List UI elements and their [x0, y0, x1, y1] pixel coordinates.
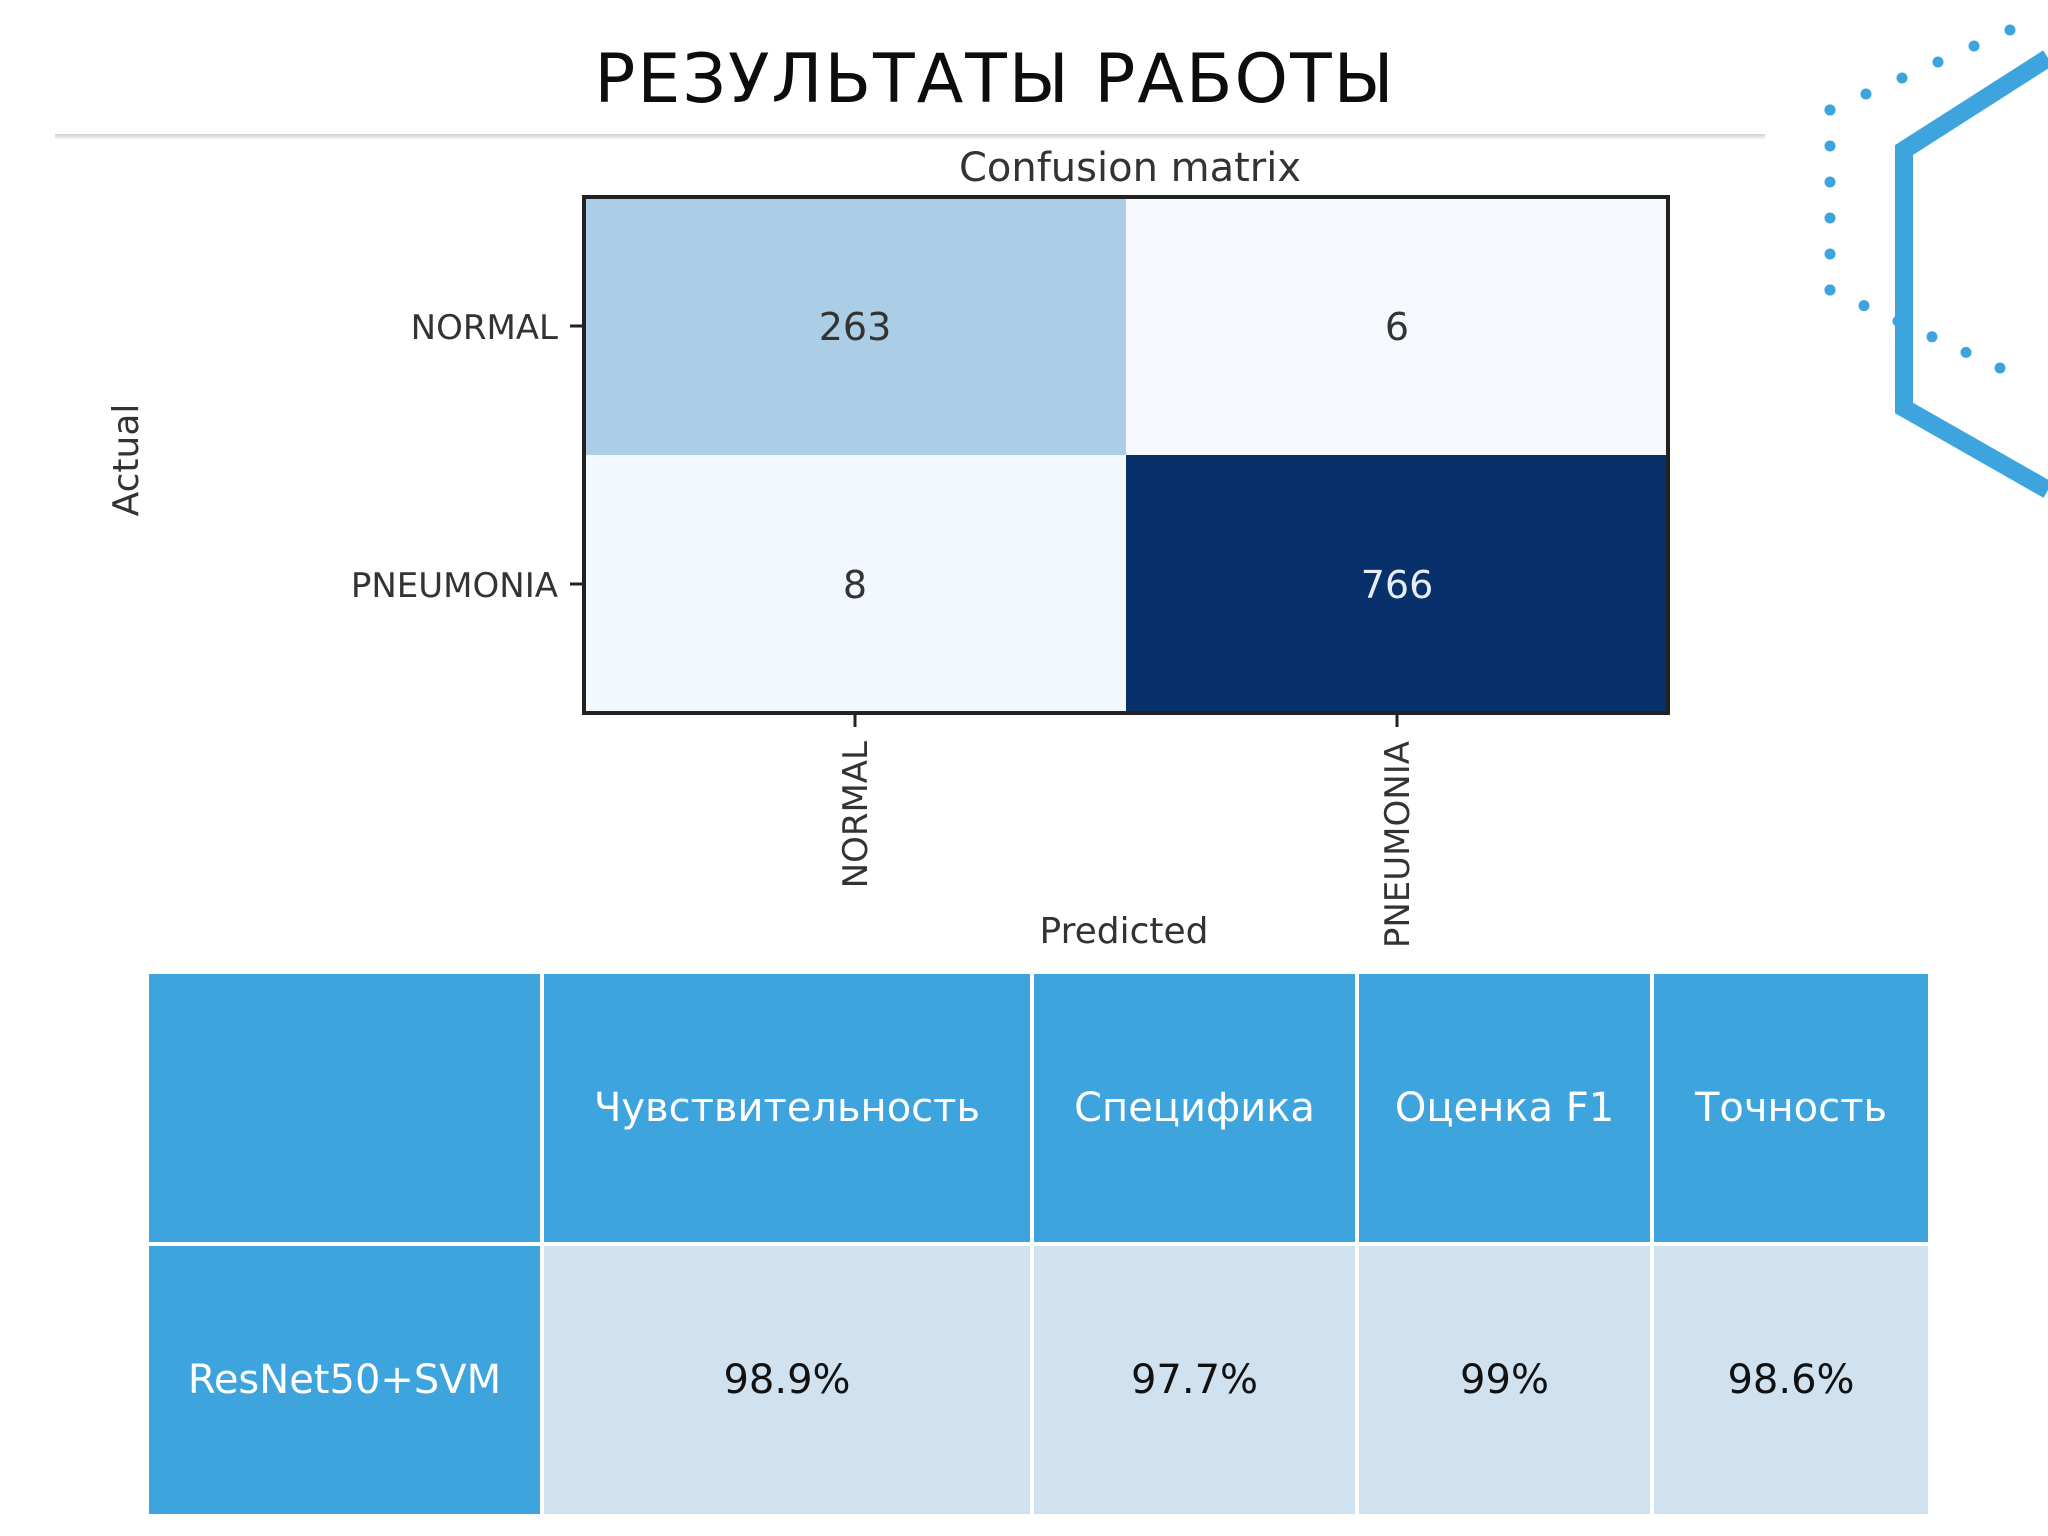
model-name: ResNet50+SVM — [145, 1242, 544, 1518]
confusion-matrix-chart: Confusion matrix 263 6 8 766 NORMAL PNEUMONI… — [106, 145, 1670, 952]
matrix-cells: 263 6 8 766 — [584, 197, 1668, 713]
f1-score-value: 99% — [1355, 1242, 1654, 1518]
cell-value-label: 6 — [1385, 305, 1409, 349]
hexagon-outline — [1895, 50, 2048, 498]
header-specificity: Специфика — [1030, 970, 1359, 1246]
matrix-frame — [582, 195, 1670, 715]
decor-dot — [1824, 104, 1836, 116]
cell-value-label: 8 — [843, 563, 867, 607]
cell-value-label: 766 — [1361, 563, 1434, 607]
header-accuracy: Точность — [1650, 970, 1932, 1246]
y-tick-label: NORMAL — [411, 308, 558, 348]
decor-dot — [1824, 140, 1836, 152]
y-axis-label: Actual — [106, 404, 147, 517]
decor-dot — [1824, 176, 1836, 188]
chart-title: Confusion matrix — [959, 145, 1301, 191]
decor-dot — [1926, 331, 1938, 343]
y-tick-label: PNEUMONIA — [351, 566, 558, 606]
table-header-row: Чувствительность Специфика Оценка F1 Точ… — [145, 970, 1932, 1246]
header-f1-score: Оценка F1 — [1355, 970, 1654, 1246]
decor-dot — [1824, 248, 1836, 260]
header-empty — [145, 970, 544, 1246]
dotted-hexagon-outline — [1824, 24, 2016, 374]
title-divider — [55, 134, 1765, 139]
decor-dot — [1896, 72, 1908, 84]
x-axis-label: Predicted — [1040, 911, 1209, 952]
cell-value-label: 263 — [819, 305, 892, 349]
x-tick-labels: NORMAL PNEUMONIA — [836, 713, 1418, 948]
matrix-cell — [584, 197, 1126, 455]
decor-dot — [2004, 24, 2016, 36]
y-tick-labels: NORMAL PNEUMONIA — [351, 308, 584, 606]
sensitivity-value: 98.9% — [540, 1242, 1034, 1518]
decor-dot — [1994, 362, 2006, 374]
hexagon-decoration — [1824, 24, 2048, 498]
decor-dot — [1932, 56, 1944, 68]
decor-dot — [1860, 88, 1872, 100]
matrix-cell — [1126, 197, 1668, 455]
matrix-cell — [1126, 455, 1668, 713]
decor-dot — [1960, 346, 1972, 358]
table-row: ResNet50+SVM 98.9% 97.7% 99% 98.6% — [145, 1242, 1932, 1518]
header-sensitivity: Чувствительность — [540, 970, 1034, 1246]
decor-dot — [1968, 40, 1980, 52]
accuracy-value: 98.6% — [1650, 1242, 1932, 1518]
decor-dot — [1824, 284, 1836, 296]
matrix-cell — [584, 455, 1126, 713]
decor-dot — [1824, 212, 1836, 224]
metrics-table: Чувствительность Специфика Оценка F1 Точ… — [145, 970, 1932, 1518]
page-title: РЕЗУЛЬТАТЫ РАБОТЫ — [594, 40, 1396, 119]
x-tick-label: NORMAL — [836, 741, 876, 888]
decor-dot — [1858, 300, 1870, 312]
x-tick-label: PNEUMONIA — [1378, 741, 1418, 948]
specificity-value: 97.7% — [1030, 1242, 1359, 1518]
